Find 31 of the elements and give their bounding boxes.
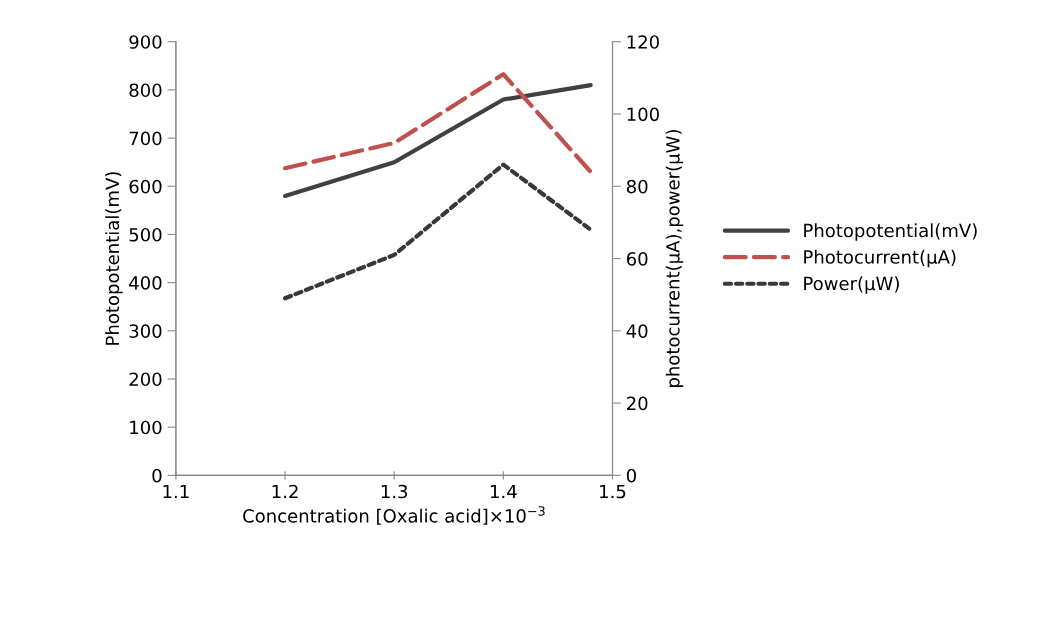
legend-label: Photocurrent(µA) bbox=[804, 249, 956, 268]
y-tick-label: 500 bbox=[129, 227, 162, 242]
line-series bbox=[282, 72, 593, 174]
y-axis-title: Photopotential(mV) bbox=[105, 172, 123, 345]
y-tick-label: 100 bbox=[130, 420, 162, 435]
y-tick-label: 400 bbox=[129, 276, 162, 290]
y2-tick-label: 60 bbox=[626, 252, 648, 266]
line-series bbox=[282, 162, 593, 301]
y2-tick-label: 20 bbox=[627, 396, 648, 411]
x-tick-label: 1.4 bbox=[490, 484, 517, 499]
y-tick-label: 300 bbox=[129, 324, 162, 338]
y-tick-label: 700 bbox=[129, 131, 162, 146]
y2-tick-label: 100 bbox=[627, 107, 659, 122]
y-tick-label: 600 bbox=[129, 179, 162, 194]
y2-tick-label: 120 bbox=[627, 35, 659, 49]
x-tick-label: 1.1 bbox=[163, 484, 189, 499]
line-series bbox=[282, 83, 593, 198]
y-tick-label: 800 bbox=[129, 83, 162, 98]
x-tick-label: 1.2 bbox=[272, 484, 298, 499]
x-tick-label: 1.5 bbox=[600, 484, 626, 499]
x-tick-label: 1.3 bbox=[381, 484, 408, 499]
y2-tick-label: 80 bbox=[626, 179, 648, 194]
y2-tick-label: 0 bbox=[626, 468, 636, 483]
y2-tick-label: 40 bbox=[626, 324, 648, 338]
y-tick-label: 0 bbox=[152, 468, 162, 483]
y-tick-label: 200 bbox=[129, 372, 162, 387]
y2-axis-title: photocurrent(µA),power(µW) bbox=[665, 130, 684, 387]
x-axis-title: Concentration [Oxalic acid]×10$^{−3}$ bbox=[243, 506, 545, 525]
legend-label: Photopotential(mV) bbox=[804, 223, 977, 241]
y-tick-label: 900 bbox=[129, 35, 162, 49]
legend-label: Power(µW) bbox=[804, 276, 899, 294]
